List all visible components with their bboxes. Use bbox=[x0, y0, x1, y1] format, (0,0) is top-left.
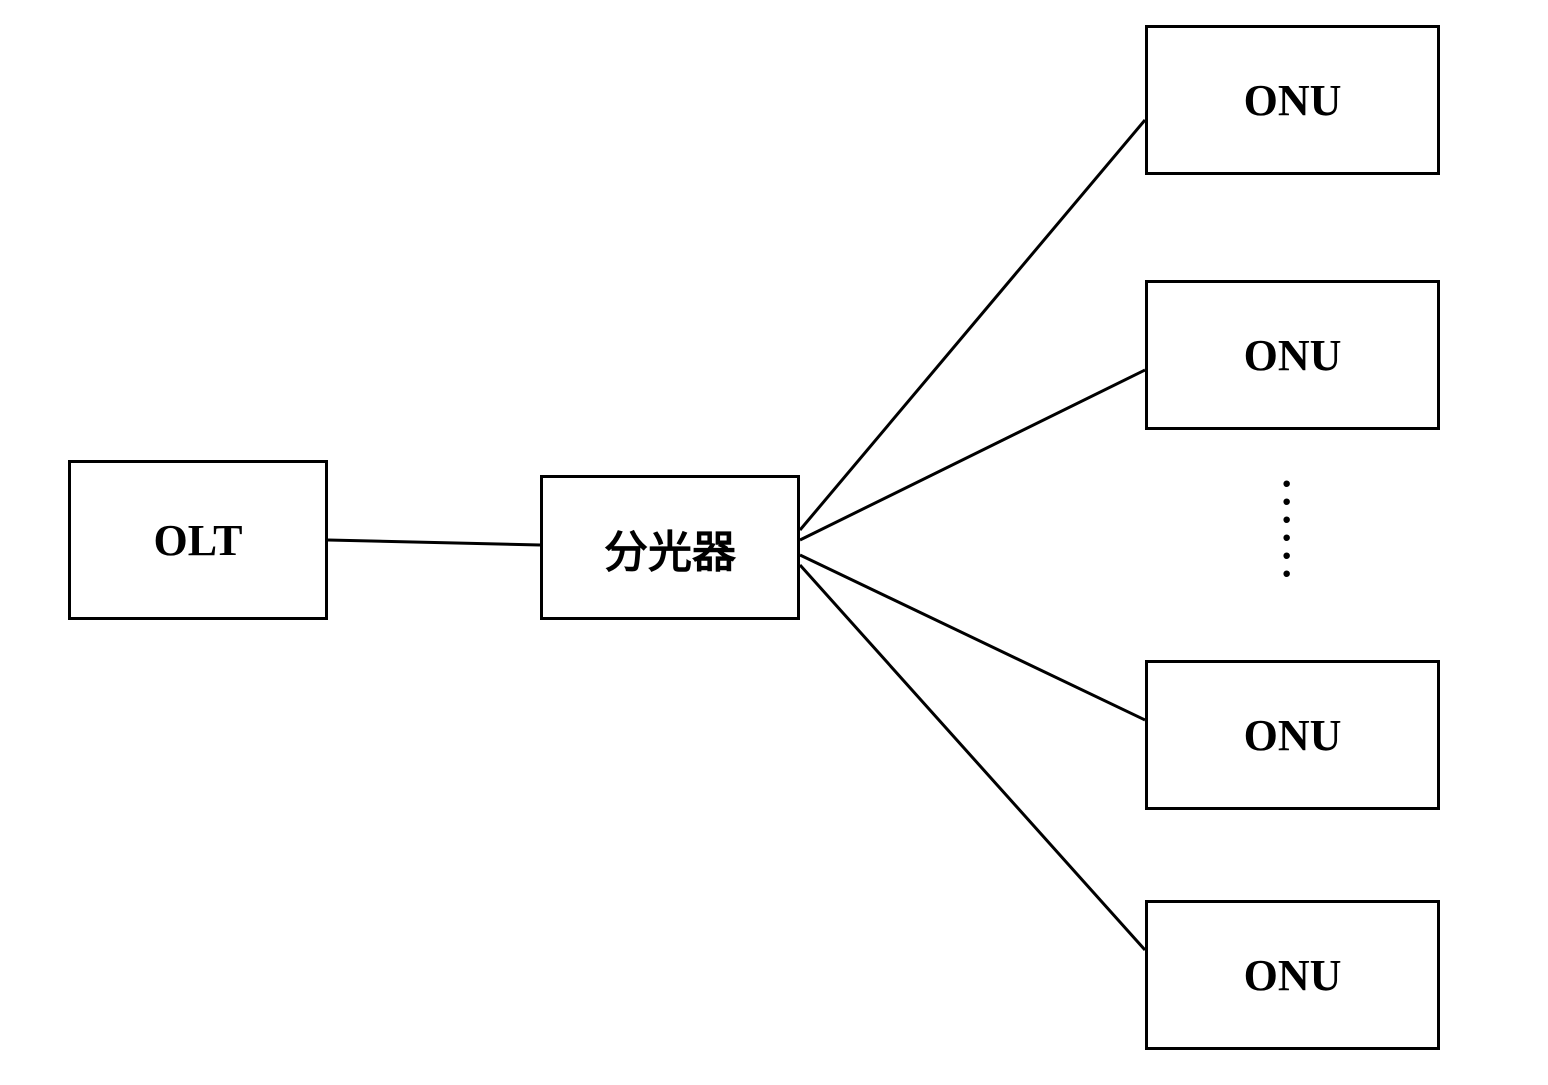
edge-olt-splitter bbox=[328, 540, 540, 545]
node-onu-2-label: ONU bbox=[1244, 330, 1342, 381]
node-onu-1-label: ONU bbox=[1244, 75, 1342, 126]
node-onu-3: ONU bbox=[1145, 660, 1440, 810]
node-splitter-label: 分光器 bbox=[604, 516, 736, 580]
node-onu-4: ONU bbox=[1145, 900, 1440, 1050]
edge-splitter-onu2 bbox=[800, 370, 1145, 540]
node-onu-2: ONU bbox=[1145, 280, 1440, 430]
node-onu-4-label: ONU bbox=[1244, 950, 1342, 1001]
edge-splitter-onu4 bbox=[800, 565, 1145, 950]
edge-splitter-onu1 bbox=[800, 120, 1145, 530]
node-onu-3-label: ONU bbox=[1244, 710, 1342, 761]
node-olt: OLT bbox=[68, 460, 328, 620]
node-onu-1: ONU bbox=[1145, 25, 1440, 175]
node-splitter: 分光器 bbox=[540, 475, 800, 620]
edge-splitter-onu3 bbox=[800, 555, 1145, 720]
node-olt-label: OLT bbox=[154, 515, 243, 566]
ellipsis-icon: ······ bbox=[1280, 475, 1293, 583]
